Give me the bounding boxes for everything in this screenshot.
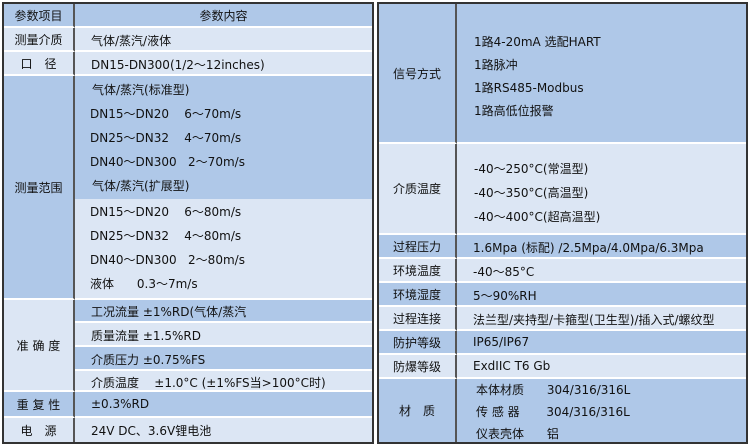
accuracy-line: 工况流量 ±1%RD(气体/蒸汽: [75, 300, 372, 323]
mtemp-line: -40～250°C(常温型): [474, 162, 589, 176]
accuracy-line: 介质压力 ±0.75%FS: [75, 347, 372, 371]
repeat-label: 重 复 性: [4, 392, 75, 418]
row-value: ExdIIC T6 Gb: [457, 355, 746, 379]
material-line: 本体材质 304/316/316L: [476, 383, 631, 397]
range-line: DN15～DN20 6～70m/s: [90, 107, 242, 121]
medium-label: 测量介质: [4, 28, 75, 52]
range-line: DN25～DN32 4～80m/s: [90, 229, 242, 243]
repeat-value: ±0.3%RD: [75, 392, 372, 418]
range-line: 气体/蒸汽(扩展型): [92, 179, 190, 193]
row-label: 环境湿度: [379, 283, 457, 307]
range-line: DN15～DN20 6～80m/s: [90, 205, 242, 219]
accuracy-label: 准 确 度: [4, 300, 75, 392]
material-line: 传 感 器 304/316/316L: [476, 405, 630, 419]
medium-value: 气体/蒸汽/液体: [75, 28, 372, 52]
signal-line: 1路RS485-Modbus: [474, 81, 584, 95]
material-label: 材 质: [379, 379, 457, 442]
range-line: 气体/蒸汽(标准型): [92, 83, 190, 97]
row-label: 环境温度: [379, 259, 457, 283]
power-value: 24V DC、3.6V锂电池: [75, 418, 372, 442]
row-value: -40～85°C: [457, 259, 746, 283]
header-item: 参数项目: [4, 4, 75, 28]
signal-label: 信号方式: [379, 4, 457, 144]
mtemp-line: -40～400°C(超高温型): [474, 210, 601, 224]
right-spec-table: 信号方式 1路4-20mA 选配HART 1路脉冲 1路RS485-Modbus…: [377, 2, 748, 444]
mtemp-line: -40～350°C(高温型): [474, 186, 589, 200]
row-value: IP65/IP67: [457, 331, 746, 355]
range-line: DN40～DN300 2～80m/s: [90, 253, 245, 267]
left-spec-table: 参数项目 参数内容 测量介质 气体/蒸汽/液体 口 径 DN15-DN300(1…: [2, 2, 374, 444]
signal-line: 1路脉冲: [474, 58, 518, 72]
row-value: 1.6Mpa (标配) /2.5Mpa/4.0Mpa/6.3Mpa: [457, 235, 746, 259]
accuracy-line: 质量流量 ±1.5%RD: [75, 323, 372, 347]
row-label: 过程连接: [379, 307, 457, 331]
diameter-label: 口 径: [4, 52, 75, 76]
signal-line: 1路高低位报警: [474, 104, 554, 118]
power-label: 电 源: [4, 418, 75, 442]
accuracy-line: 介质温度 ±1.0°C (±1%FS当>100°C时): [75, 371, 372, 392]
header-content: 参数内容: [75, 4, 372, 28]
mtemp-label: 介质温度: [379, 144, 457, 235]
range-label: 测量范围: [4, 76, 75, 300]
row-value: 5～90%RH: [457, 283, 746, 307]
row-value: 法兰型/夹持型/卡箍型(卫生型)/插入式/螺纹型: [457, 307, 746, 331]
diameter-value: DN15-DN300(1/2～12inches): [75, 52, 372, 76]
material-line: 仪表壳体 铝: [476, 427, 559, 441]
row-label: 防爆等级: [379, 355, 457, 379]
range-line: 液体 0.3～7m/s: [90, 277, 198, 291]
row-label: 过程压力: [379, 235, 457, 259]
range-line: DN25～DN32 4～70m/s: [90, 131, 242, 145]
row-label: 防护等级: [379, 331, 457, 355]
signal-line: 1路4-20mA 选配HART: [474, 35, 601, 49]
range-line: DN40～DN300 2～70m/s: [90, 155, 245, 169]
